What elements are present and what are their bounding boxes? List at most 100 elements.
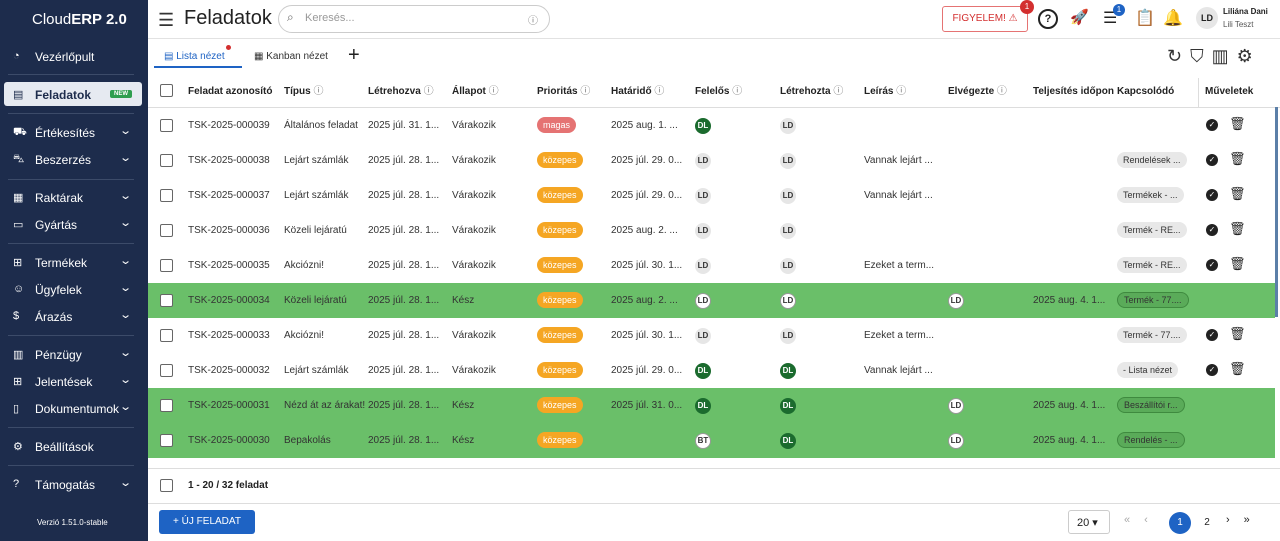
column-header[interactable]: Kapcsolódó: [1117, 86, 1175, 97]
bell-icon[interactable]: 🔔: [1163, 10, 1183, 27]
delete-action[interactable]: 🗑: [1229, 116, 1246, 131]
column-header[interactable]: Prioritás ⓘ: [537, 86, 591, 97]
table-row[interactable]: TSK-2025-000035 Akciózni! 2025 júl. 28. 1.…: [148, 248, 1275, 284]
tab-kanban[interactable]: ▦ Kanban nézet: [254, 51, 328, 62]
tab-list[interactable]: ▤ Lista nézet: [164, 51, 225, 62]
complete-action[interactable]: ✓: [1206, 119, 1218, 131]
tasks-icon[interactable]: ☰: [1103, 10, 1118, 27]
cell: Termékek - ...: [1117, 178, 1184, 213]
row-checkbox[interactable]: [160, 259, 173, 272]
nav-item[interactable]: Értékesítés: [35, 126, 96, 140]
pager-next[interactable]: ›»: [1226, 514, 1264, 526]
table-row[interactable]: TSK-2025-000031 Nézd át az árakat! 2025 jú…: [148, 388, 1275, 424]
nav-item[interactable]: Árazás: [35, 310, 73, 324]
nav-item[interactable]: Termékek: [35, 256, 88, 270]
page-button[interactable]: 2: [1204, 517, 1210, 528]
row-checkbox[interactable]: [160, 399, 173, 412]
nav-icon: ☺: [13, 283, 25, 295]
delete-action[interactable]: 🗑: [1229, 186, 1246, 201]
select-all[interactable]: [160, 84, 173, 97]
nav-item[interactable]: Feladatok: [35, 88, 92, 102]
complete-action[interactable]: ✓: [1206, 259, 1218, 271]
toolbar-icons[interactable]: ↻⛉▥⚙: [1167, 46, 1261, 66]
complete-action[interactable]: ✓: [1206, 364, 1218, 376]
nav-item[interactable]: Beszerzés: [35, 153, 92, 167]
row-checkbox[interactable]: [160, 119, 173, 132]
chevron: ⌄: [119, 152, 133, 164]
table-row[interactable]: TSK-2025-000038 Lejárt számlák 2025 júl. 2…: [148, 143, 1275, 179]
user-avatar[interactable]: LD: [1196, 7, 1218, 29]
table-row[interactable]: TSK-2025-000034 Közeli lejáratú 2025 júl. …: [148, 283, 1275, 319]
chevron: ⌄: [119, 374, 133, 386]
complete-action[interactable]: ✓: [1206, 154, 1218, 166]
add-tab[interactable]: +: [348, 44, 360, 66]
column-header[interactable]: Típus ⓘ: [284, 86, 324, 97]
nav-item[interactable]: Vezérlőpult: [35, 50, 95, 64]
complete-action[interactable]: ✓: [1206, 329, 1218, 341]
nav-item[interactable]: Dokumentumok: [35, 402, 120, 416]
delete-action[interactable]: 🗑: [1229, 256, 1246, 271]
row-checkbox[interactable]: [160, 294, 173, 307]
nav-item[interactable]: Gyártás: [35, 218, 78, 232]
cell: TSK-2025-000038: [188, 155, 270, 166]
column-header[interactable]: Feladat azonosító: [188, 86, 273, 97]
cell: 2025 júl. 29. 0...: [611, 190, 683, 201]
brand-bold: ERP 2.0: [71, 11, 127, 28]
cell: TSK-2025-000033: [188, 330, 270, 341]
row-checkbox[interactable]: [160, 364, 173, 377]
alert-button[interactable]: FIGYELEM! ⚠: [942, 6, 1028, 32]
complete-action[interactable]: ✓: [1206, 189, 1218, 201]
table-row[interactable]: TSK-2025-000037 Lejárt számlák 2025 júl. 2…: [148, 178, 1275, 214]
menu-icon[interactable]: ☰: [158, 10, 175, 30]
column-header[interactable]: Létrehozva ⓘ: [368, 86, 434, 97]
delete-action[interactable]: 🗑: [1229, 361, 1246, 376]
nav-item[interactable]: Ügyfelek: [35, 283, 82, 297]
search-box[interactable]: ⌕ Keresés... ⓘ: [278, 5, 550, 33]
column-header[interactable]: Műveletek: [1205, 86, 1254, 97]
column-header[interactable]: Állapot ⓘ: [452, 86, 499, 97]
nav-icon: ⊞: [13, 376, 23, 388]
rocket-icon[interactable]: 🚀: [1070, 9, 1089, 26]
page-size[interactable]: 20 ▾: [1068, 510, 1110, 534]
delete-action[interactable]: 🗑: [1229, 326, 1246, 341]
table-row[interactable]: TSK-2025-000039 Általános feladat 2025 júl…: [148, 108, 1275, 144]
cell: LD: [695, 283, 711, 318]
new-task-button[interactable]: + ÚJ FELADAT: [159, 510, 255, 534]
column-header[interactable]: Határidő ⓘ: [611, 86, 665, 97]
table-row[interactable]: TSK-2025-000030 Bepakolás 2025 júl. 28. 1.…: [148, 423, 1275, 459]
column-header[interactable]: Létrehozta ⓘ: [780, 86, 844, 97]
separator: [8, 113, 134, 114]
help-icon[interactable]: ?: [1038, 9, 1058, 29]
column-header[interactable]: Felelős ⓘ: [695, 86, 743, 97]
column-header[interactable]: Leírás ⓘ: [864, 86, 907, 97]
nav-item[interactable]: Támogatás: [35, 478, 96, 492]
column-header[interactable]: Elvégezte ⓘ: [948, 86, 1007, 97]
delete-action[interactable]: 🗑: [1229, 151, 1246, 166]
row-checkbox[interactable]: [160, 434, 173, 447]
pager-prev[interactable]: «‹: [1124, 514, 1162, 526]
nav-item[interactable]: Jelentések: [35, 375, 93, 389]
clipboard-icon[interactable]: 📋: [1135, 10, 1155, 27]
row-checkbox[interactable]: [160, 154, 173, 167]
table-row[interactable]: TSK-2025-000036 Közeli lejáratú 2025 júl. …: [148, 213, 1275, 249]
cell: 2025 júl. 28. 1...: [368, 365, 440, 376]
cell: LD: [695, 213, 711, 248]
cell: Lejárt számlák: [284, 190, 349, 201]
complete-action[interactable]: ✓: [1206, 224, 1218, 236]
cell: Vannak lejárt ...: [864, 155, 933, 166]
nav-item[interactable]: Raktárak: [35, 191, 84, 205]
row-checkbox[interactable]: [160, 329, 173, 342]
chevron: ⌄: [119, 309, 133, 321]
delete-action[interactable]: 🗑: [1229, 221, 1246, 236]
page-button[interactable]: 1: [1169, 512, 1191, 534]
related-chip: Termékek - ...: [1117, 187, 1184, 203]
row-checkbox[interactable]: [160, 224, 173, 237]
row-checkbox[interactable]: [160, 189, 173, 202]
select-all-footer[interactable]: [160, 479, 173, 492]
column-header[interactable]: Teljesítés időpon: [1033, 86, 1114, 97]
table-row[interactable]: TSK-2025-000032 Lejárt számlák 2025 júl. 2…: [148, 353, 1275, 389]
nav-item[interactable]: Pénzügy: [35, 348, 82, 362]
nav-item[interactable]: Beállítások: [35, 440, 94, 454]
info-icon: ⓘ: [893, 86, 907, 97]
table-row[interactable]: TSK-2025-000033 Akciózni! 2025 júl. 28. 1.…: [148, 318, 1275, 354]
